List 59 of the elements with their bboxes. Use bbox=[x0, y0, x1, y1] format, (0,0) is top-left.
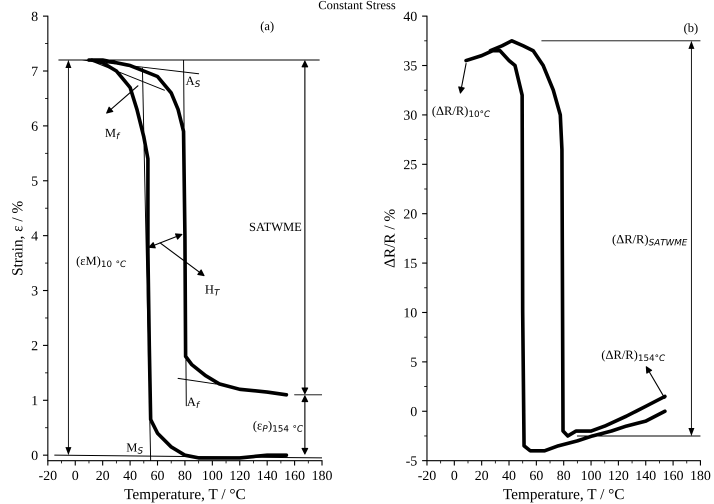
x-tick-label: 180 bbox=[312, 470, 332, 480]
annotation: (ΔR/R)$_{10°C}$ bbox=[432, 106, 490, 118]
x-tick-label: 180 bbox=[691, 470, 710, 480]
x-axis-title: Temperature, T / °C bbox=[124, 488, 245, 502]
y-axis-title: Strain, ε / % bbox=[12, 201, 25, 275]
x-axis-title: Temperature, T / °C bbox=[503, 488, 624, 502]
x-tick-label: 20 bbox=[475, 470, 488, 480]
annotation: SATWME bbox=[250, 222, 302, 232]
annotation: (ε$_{P}$)$_{154 °C}$ bbox=[253, 420, 304, 432]
annotation: M$_{f}$ bbox=[105, 128, 120, 140]
y-tick-label: 5 bbox=[411, 358, 417, 367]
y-axis-title: ΔR/R / % bbox=[384, 209, 395, 268]
x-tick-label: 20 bbox=[96, 470, 110, 480]
x-tick-label: -20 bbox=[418, 470, 436, 480]
y-tick-label: 25 bbox=[404, 160, 417, 170]
x-tick-label: 80 bbox=[178, 470, 192, 480]
annotation: A$_{S}$ bbox=[186, 76, 200, 88]
annotation: (ΔR/R)$_{154°C}$ bbox=[602, 350, 666, 362]
x-tick-label: 140 bbox=[636, 470, 656, 480]
y-tick-label: 1 bbox=[32, 396, 38, 406]
annotation: (a) bbox=[260, 21, 274, 33]
annotation: H$_{T}$ bbox=[205, 285, 220, 296]
x-tick-label: 120 bbox=[230, 470, 250, 480]
y-tick-label: 40 bbox=[404, 12, 417, 22]
y-tick-label: 8 bbox=[32, 12, 38, 22]
x-tick-label: 60 bbox=[151, 470, 164, 480]
y-tick-label: 35 bbox=[404, 61, 417, 70]
x-tick-label: 60 bbox=[530, 470, 543, 480]
y-tick-label: 5 bbox=[32, 176, 38, 186]
x-tick-label: 160 bbox=[664, 470, 683, 480]
annotation: (εM)$_{10 °C}$ bbox=[76, 256, 126, 268]
x-tick-label: 140 bbox=[258, 470, 278, 480]
annotation: A$_{f}$ bbox=[186, 398, 200, 408]
annotation: (b) bbox=[684, 23, 698, 35]
text: Constant Stress bbox=[318, 0, 396, 10]
x-tick-label: 0 bbox=[451, 470, 458, 480]
y-tick-label: 0 bbox=[32, 450, 38, 460]
annotation: M$_{S}$ bbox=[126, 443, 143, 454]
x-tick-label: 160 bbox=[285, 470, 304, 480]
y-tick-label: 7 bbox=[32, 66, 38, 76]
x-tick-label: 100 bbox=[203, 470, 222, 480]
y-tick-label: 0 bbox=[410, 406, 417, 416]
y-tick-label: 10 bbox=[404, 308, 417, 318]
x-tick-label: 40 bbox=[502, 470, 516, 480]
annotation: (ΔR/R)$_{SATWME}$ bbox=[612, 234, 688, 246]
x-tick-label: -20 bbox=[39, 470, 57, 480]
y-tick-label: -5 bbox=[406, 456, 417, 466]
y-tick-label: 3 bbox=[32, 286, 38, 296]
x-tick-label: 80 bbox=[557, 470, 570, 480]
x-tick-label: 0 bbox=[72, 470, 78, 480]
x-tick-label: 100 bbox=[582, 470, 601, 480]
y-tick-label: 6 bbox=[32, 122, 38, 131]
y-tick-label: 2 bbox=[32, 341, 38, 350]
y-tick-label: 4 bbox=[31, 231, 38, 240]
y-tick-label: 15 bbox=[404, 258, 417, 268]
x-tick-label: 40 bbox=[123, 470, 137, 480]
x-tick-label: 120 bbox=[609, 470, 628, 480]
y-tick-label: 20 bbox=[404, 209, 417, 219]
y-tick-label: 30 bbox=[404, 110, 417, 120]
